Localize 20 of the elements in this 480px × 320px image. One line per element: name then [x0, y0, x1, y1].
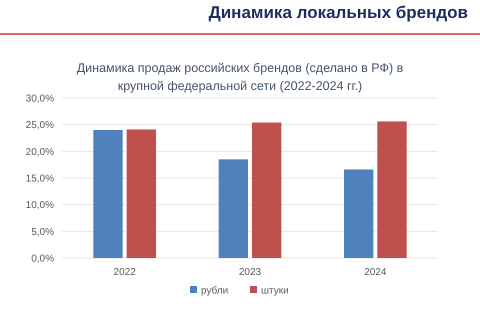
y-tick-label: 15,0%	[26, 174, 54, 184]
bar	[126, 129, 156, 258]
y-tick-label: 25,0%	[26, 120, 54, 132]
y-tick-label: 10,0%	[26, 200, 54, 212]
bar	[344, 169, 374, 258]
chart-subtitle: Динамика продаж российских брендов (сделано в РФ) в крупной федеральной сети (2022-2024 гг.)	[76, 61, 404, 93]
legend-label: штуки	[261, 286, 289, 296]
y-tick-label: 20,0%	[26, 146, 54, 158]
y-tick-label: 30,0%	[26, 94, 54, 104]
y-tick-label: 5,0%	[31, 226, 54, 238]
x-tick-label: 2024	[364, 267, 387, 278]
bar	[218, 159, 248, 258]
x-tick-label: 2022	[114, 267, 136, 278]
y-tick-label: 0,0%	[31, 254, 54, 264]
x-tick-label: 2023	[238, 267, 262, 278]
chart-title: Динамика локальных брендов	[208, 3, 468, 22]
bar	[93, 130, 123, 258]
bar	[252, 122, 282, 258]
bar	[377, 121, 407, 258]
legend-label: рубли	[201, 286, 228, 296]
